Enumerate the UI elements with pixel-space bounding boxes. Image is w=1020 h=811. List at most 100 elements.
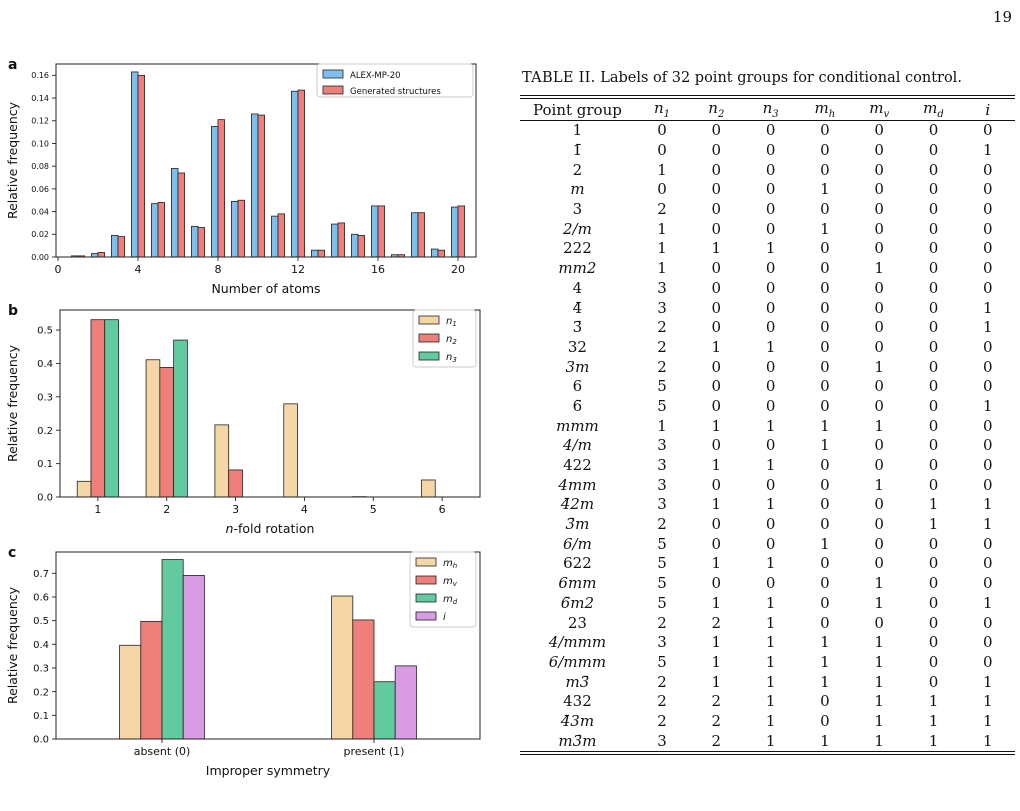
label-cell: 1 — [983, 515, 993, 534]
label-cell: 0 — [711, 396, 722, 415]
label-cell: 0 — [820, 160, 830, 179]
label-cell: 0 — [983, 337, 993, 356]
table-row: 2 1 0 0 0 0 0 0 — [520, 160, 1015, 180]
label-cell: 2 — [711, 613, 722, 632]
bar — [377, 205, 385, 258]
y-tick-label: 0.10 — [31, 139, 49, 148]
label-cell: 3 — [657, 633, 667, 652]
y-tick-label: 0.4 — [33, 640, 49, 651]
label-cell: 0 — [820, 141, 830, 160]
label-cell: 1 — [765, 416, 776, 435]
x-tick-label: 6 — [439, 503, 446, 516]
x-tick-label: 4 — [301, 503, 308, 516]
x-tick-label: 8 — [215, 263, 222, 276]
point-group-cell: 32 — [567, 337, 587, 356]
label-cell: 0 — [711, 515, 722, 534]
bar — [197, 227, 205, 258]
label-cell: 1 — [874, 593, 884, 612]
point-group-cell: 4̄ — [572, 298, 583, 317]
page-number: 19 — [992, 8, 1012, 26]
table-row: 4̄3m 2 2 1 0 1 1 1 — [520, 712, 1015, 732]
label-cell: 1 — [874, 672, 884, 691]
label-cell: 0 — [928, 357, 939, 376]
label-cell: 1 — [928, 495, 939, 514]
table-header-cell: n2 — [689, 99, 744, 121]
label-cell: 1 — [874, 259, 884, 278]
label-cell: 1 — [711, 672, 722, 691]
point-group-cell: 6/mmm — [548, 652, 607, 671]
x-tick-label: 12 — [291, 263, 305, 276]
legend-label: Generated structures — [350, 87, 441, 97]
label-cell: 0 — [928, 298, 939, 317]
y-tick-label: 0.2 — [37, 426, 53, 437]
plot-frame — [55, 551, 481, 740]
table-row: m3̄ 2 1 1 1 1 0 1 — [520, 672, 1015, 692]
table-row: mm2 1 0 0 0 1 0 0 — [520, 259, 1015, 279]
label-cell: 2 — [657, 711, 667, 730]
legend-swatch — [415, 593, 437, 603]
label-cell: 0 — [711, 475, 722, 494]
table-header-cell: mv — [852, 99, 907, 121]
label-cell: 0 — [983, 377, 993, 396]
table-row: 6̄m2 5 1 1 0 1 0 1 — [520, 594, 1015, 614]
label-cell: 2 — [657, 337, 667, 356]
label-cell: 0 — [874, 337, 884, 356]
label-cell: 0 — [820, 593, 830, 612]
label-cell: 5 — [657, 593, 667, 612]
label-cell: 0 — [928, 141, 939, 160]
point-group-cell: mm2 — [558, 259, 597, 278]
point-group-cell: m3̄m — [558, 731, 597, 750]
label-cell: 0 — [765, 259, 776, 278]
label-cell: 0 — [874, 436, 884, 455]
x-tick-label: 20 — [451, 263, 465, 276]
label-cell: 0 — [820, 298, 830, 317]
label-cell: 0 — [711, 574, 722, 593]
label-cell: 0 — [711, 219, 722, 238]
label-cell: 0 — [928, 377, 939, 396]
label-cell: 0 — [765, 357, 776, 376]
table-body: 1 0 0 0 0 0 0 0 1̄ 0 0 0 0 0 0 1 2 1 0 0 0 0 0 0 m 0 0 0 1 0 0 0 3 2 0 0 0 0 0… — [520, 121, 1015, 752]
table-row: 3m 2 0 0 0 1 0 0 — [520, 357, 1015, 377]
table-caption-text: Labels of 32 point groups for conditiona… — [600, 70, 962, 86]
table-row: 622 5 1 1 0 0 0 0 — [520, 554, 1015, 574]
label-cell: 0 — [928, 278, 939, 297]
point-group-cell: 432 — [563, 692, 592, 711]
table-row: 2/m 1 0 0 1 0 0 0 — [520, 219, 1015, 239]
label-cell: 1 — [657, 160, 667, 179]
bar — [257, 114, 265, 258]
bar — [373, 681, 396, 740]
label-cell: 2 — [657, 515, 667, 534]
label-cell: 1 — [983, 711, 993, 730]
bar — [159, 367, 175, 498]
label-cell: 0 — [820, 554, 830, 573]
table-header-cell: n1 — [634, 99, 690, 121]
label-cell: 0 — [928, 180, 939, 199]
label-cell: 0 — [928, 160, 939, 179]
label-cell: 0 — [983, 574, 993, 593]
label-cell: 0 — [765, 298, 776, 317]
label-cell: 0 — [711, 180, 722, 199]
label-cell: 0 — [928, 436, 939, 455]
bar — [177, 172, 185, 258]
legend-box — [409, 551, 477, 628]
label-cell: 2 — [657, 613, 667, 632]
y-tick-label: 0.14 — [31, 94, 49, 103]
point-group-cell: 2 — [572, 160, 583, 179]
label-cell: 0 — [928, 633, 939, 652]
table-bottom-rule — [520, 751, 1015, 755]
x-tick-label: 4 — [135, 263, 142, 276]
x-axis-label: n-fold rotation — [226, 521, 315, 536]
label-cell: 0 — [928, 534, 939, 553]
bar — [97, 252, 105, 258]
label-cell: 1 — [711, 652, 722, 671]
label-cell: 1 — [983, 318, 993, 337]
label-cell: 0 — [765, 396, 776, 415]
label-cell: 3 — [657, 456, 667, 475]
label-cell: 1 — [874, 357, 884, 376]
y-tick-label: 0.16 — [31, 71, 49, 80]
label-cell: 1 — [820, 416, 830, 435]
label-cell: 2 — [711, 711, 722, 730]
label-cell: 0 — [874, 534, 884, 553]
label-cell: 1 — [765, 633, 776, 652]
table-caption-label: TABLE II. — [522, 70, 596, 86]
